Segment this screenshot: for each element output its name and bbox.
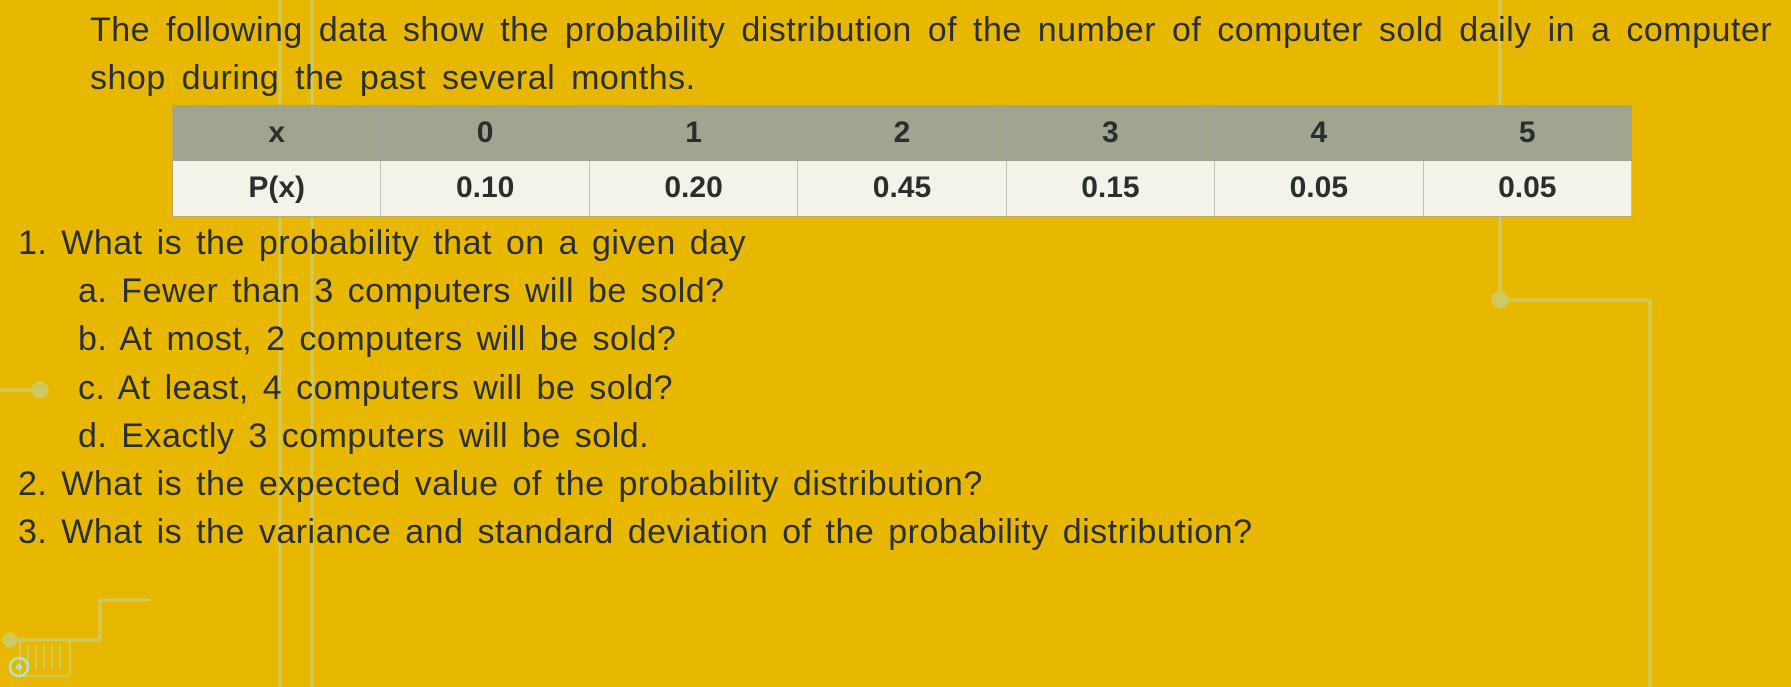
table-cell-p1: 0.20 (589, 161, 797, 217)
probability-table: x 0 1 2 3 4 5 P(x) 0.10 0.20 0.45 0.15 0… (172, 105, 1632, 217)
circuit-chip-icon (8, 656, 30, 683)
question-1a: a. Fewer than 3 computers will be sold? (18, 267, 1787, 315)
question-1: 1. What is the probability that on a giv… (18, 219, 1787, 267)
table-cell-p3: 0.15 (1006, 161, 1214, 217)
table-cell-p2: 0.45 (798, 161, 1006, 217)
question-1d: d. Exactly 3 computers will be sold. (18, 412, 1787, 460)
table-col-3: 3 (1006, 105, 1214, 161)
question-1c: c. At least, 4 computers will be sold? (18, 364, 1787, 412)
table-row-label: P(x) (173, 161, 381, 217)
table-cell-p5: 0.05 (1423, 161, 1631, 217)
table-col-0: 0 (381, 105, 589, 161)
table-col-x: x (173, 105, 381, 161)
table-col-4: 4 (1215, 105, 1423, 161)
table-col-5: 5 (1423, 105, 1631, 161)
table-cell-p0: 0.10 (381, 161, 589, 217)
question-2: 2. What is the expected value of the pro… (18, 460, 1787, 508)
question-3: 3. What is the variance and standard dev… (18, 508, 1787, 556)
intro-text: The following data show the probability … (12, 6, 1787, 103)
table-cell-p4: 0.05 (1215, 161, 1423, 217)
table-col-2: 2 (798, 105, 1006, 161)
table-col-1: 1 (589, 105, 797, 161)
question-1b: b. At most, 2 computers will be sold? (18, 315, 1787, 363)
